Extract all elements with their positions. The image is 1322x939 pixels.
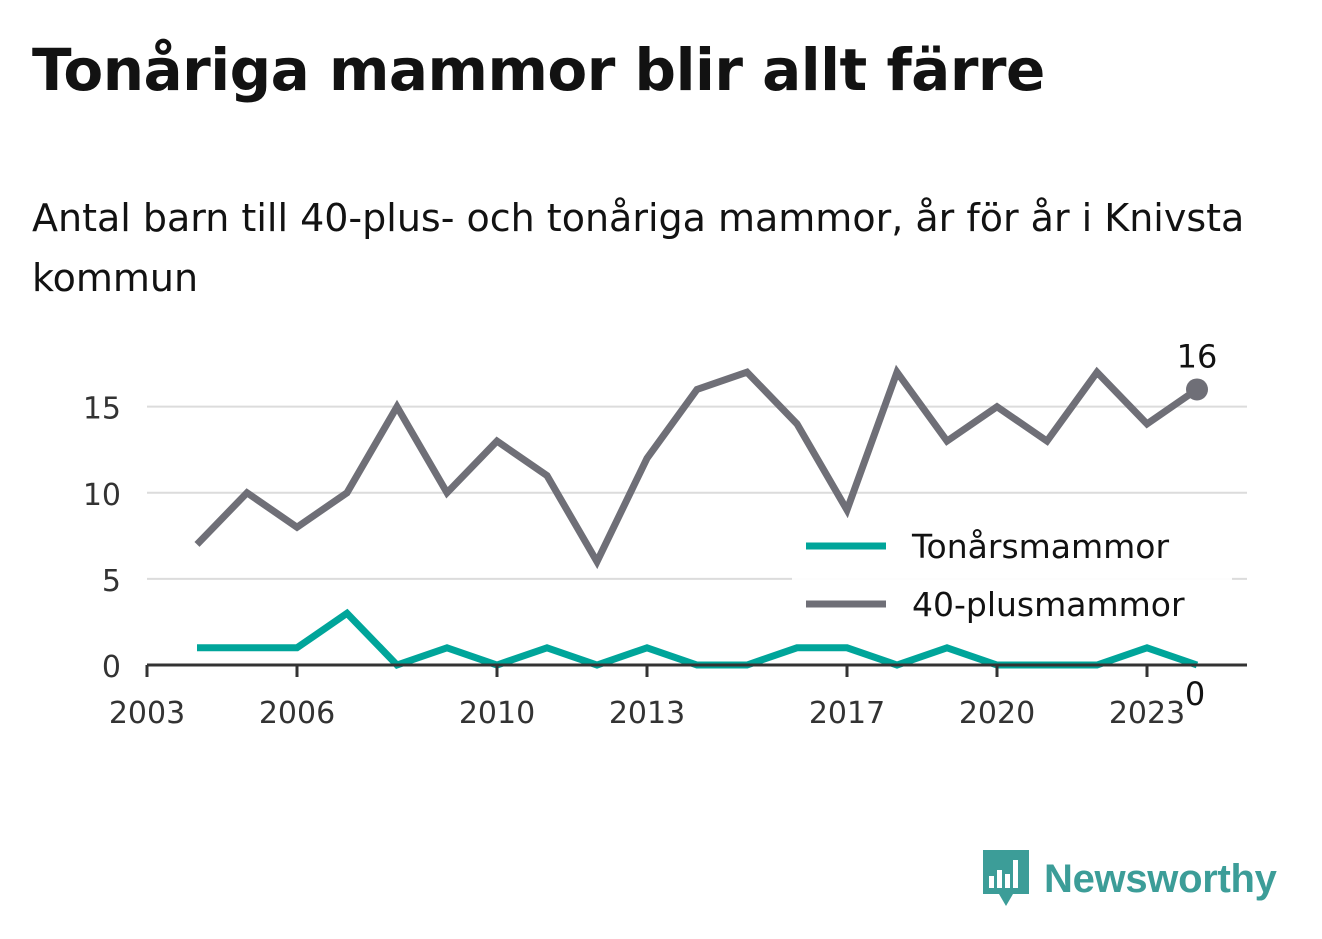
brand-logo: Newsworthy xyxy=(980,848,1277,910)
y-tick-label: 10 xyxy=(83,478,121,513)
end-label-tonars: 0 xyxy=(1185,675,1205,713)
legend: Tonårsmammor 40-plusmammor xyxy=(792,518,1232,636)
legend-label: Tonårsmammor xyxy=(911,527,1169,566)
chart-subtitle: Antal barn till 40-plus- och tonåriga ma… xyxy=(32,196,1245,300)
y-tick-label: 5 xyxy=(102,564,121,599)
legend-label: 40-plusmammor xyxy=(912,585,1185,624)
legend-background xyxy=(792,518,1232,636)
brand-name: Newsworthy xyxy=(1044,856,1277,901)
axes: 0 5 10 15 2003 2006 2010 2013 2017 2020 2023 xyxy=(83,392,1247,731)
x-tick-label: 2020 xyxy=(959,696,1035,731)
end-labels: 16 0 xyxy=(1177,337,1218,713)
x-tick-label: 2003 xyxy=(109,696,185,731)
series-line-2 xyxy=(194,364,1199,570)
y-tick-label: 15 xyxy=(83,392,121,427)
x-tick-label: 2006 xyxy=(259,696,335,731)
x-tick-label: 2010 xyxy=(459,696,535,731)
newsworthy-logo-icon xyxy=(983,850,1029,906)
x-tick-label: 2017 xyxy=(809,696,885,731)
end-label-40plus: 16 xyxy=(1177,337,1218,375)
x-tick-label: 2013 xyxy=(609,696,685,731)
end-marker-40plus xyxy=(1186,378,1208,401)
x-tick-label: 2023 xyxy=(1109,696,1185,731)
chart-title: Tonåriga mammor blir allt färre xyxy=(32,36,1045,104)
y-tick-label: 0 xyxy=(102,650,121,685)
